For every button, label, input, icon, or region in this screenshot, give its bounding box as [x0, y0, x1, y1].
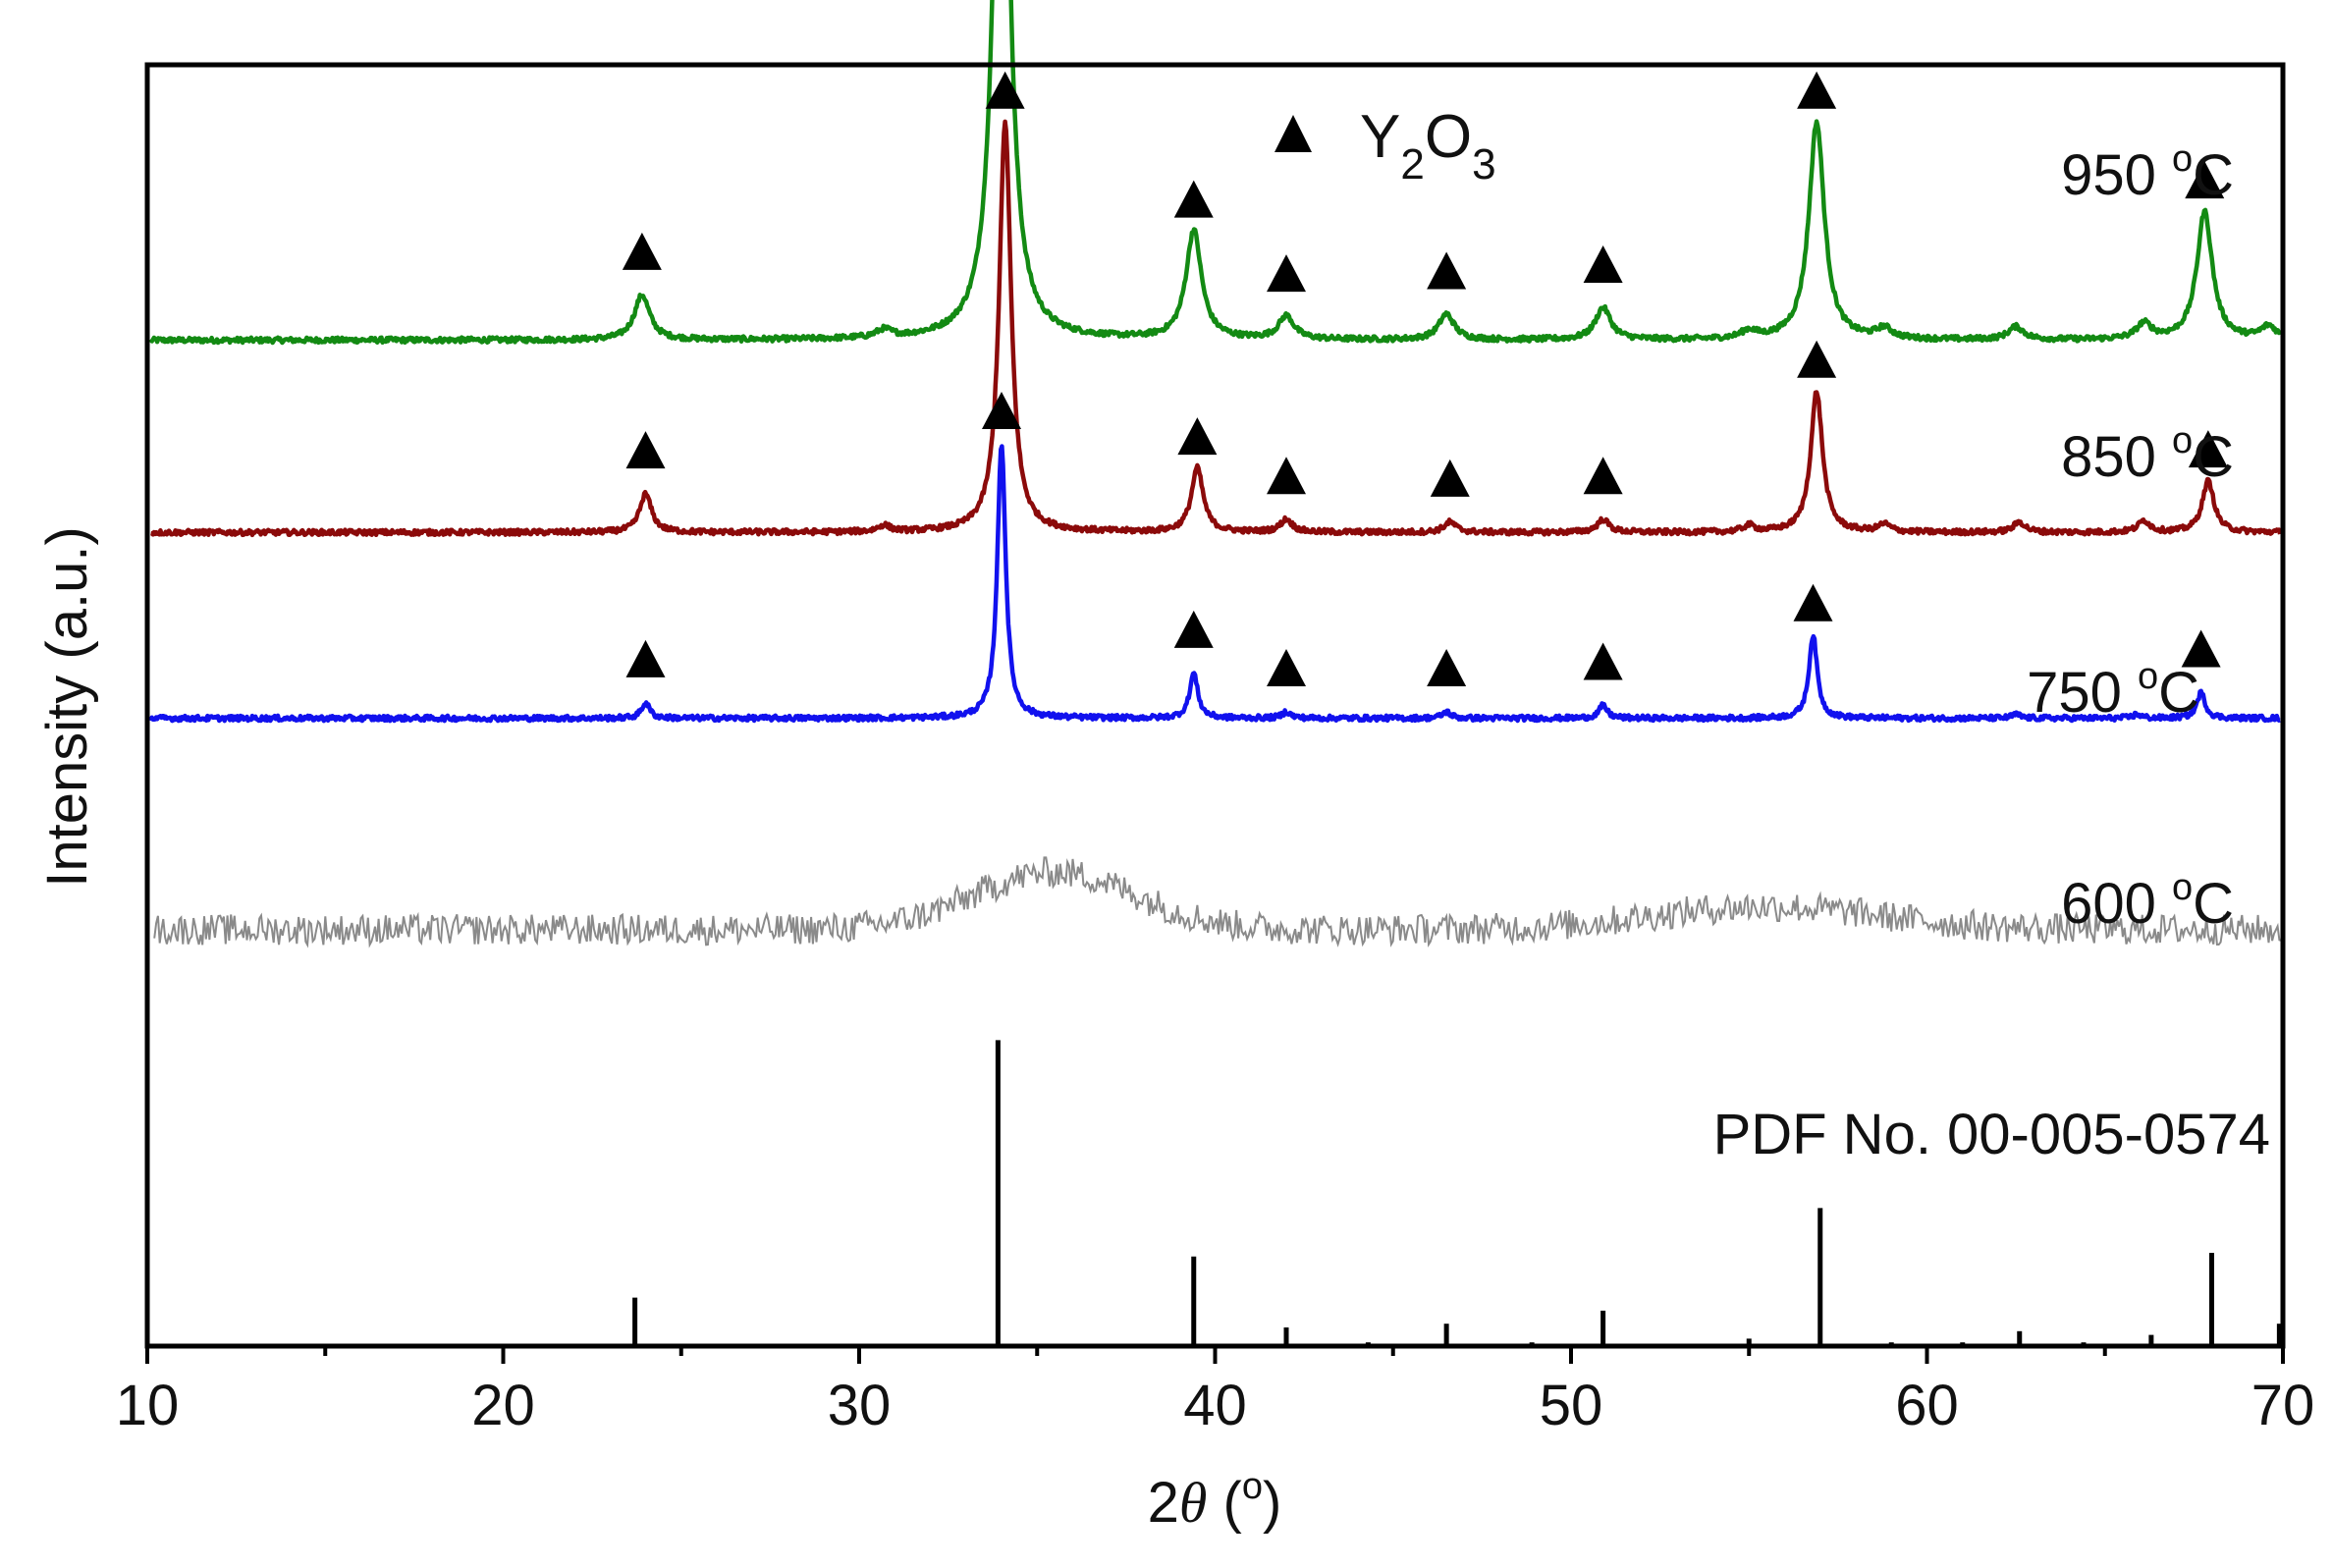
x-tick-label-20: 20 — [471, 1374, 535, 1437]
y-axis-label: Intensity (a.u.) — [35, 526, 99, 887]
x-tick-label-60: 60 — [1895, 1374, 1959, 1437]
peak-marker-0-7 — [2185, 161, 2225, 199]
peak-marker-1-7 — [2188, 430, 2228, 468]
peak-markers-group — [622, 71, 2228, 687]
peak-marker-2-0 — [625, 639, 666, 677]
x-tick-label-50: 50 — [1540, 1374, 1603, 1437]
peak-marker-1-4 — [1430, 459, 1470, 497]
x-tick-label-30: 30 — [828, 1374, 892, 1437]
series-line-3 — [153, 856, 2282, 948]
series-label-850: 850 oC — [2061, 420, 2234, 489]
peak-marker-2-3 — [1267, 649, 1306, 687]
series-label-750: 750 oC — [2027, 656, 2199, 725]
x-axis-label: 2θ (o) — [1148, 1466, 1282, 1535]
series-label-950: 950 oC — [2061, 138, 2234, 207]
x-tick-label-70: 70 — [2251, 1374, 2315, 1437]
peak-marker-1-6 — [1797, 340, 1837, 378]
legend-triangle-marker — [1274, 115, 1312, 152]
series-label-600: 600 oC — [2061, 867, 2234, 936]
peak-marker-0-4 — [1427, 251, 1467, 290]
peak-marker-2-2 — [1173, 610, 1214, 648]
peak-marker-2-7 — [2181, 629, 2221, 668]
peak-marker-1-1 — [985, 71, 1025, 109]
peak-marker-0-5 — [1583, 244, 1623, 283]
legend-label: Y2O3 — [1360, 103, 1496, 189]
series-group — [148, 0, 2283, 948]
peak-marker-2-4 — [1427, 649, 1467, 687]
peak-marker-0-2 — [1173, 180, 1214, 218]
peak-marker-0-0 — [622, 232, 662, 270]
series-line-0 — [148, 0, 2282, 346]
peak-marker-1-2 — [1177, 417, 1218, 456]
peak-marker-1-3 — [1267, 457, 1306, 495]
x-tick-label-40: 40 — [1183, 1374, 1247, 1437]
legend: Y2O3 — [1274, 103, 1496, 189]
series-line-1 — [149, 119, 2283, 538]
reference-group — [632, 1040, 2282, 1346]
peak-marker-2-6 — [1793, 583, 1833, 622]
reference-label: PDF No. 00-005-0574 — [1713, 1103, 2270, 1166]
peak-marker-2-1 — [982, 391, 1021, 429]
peak-marker-1-0 — [625, 431, 666, 469]
peak-marker-1-5 — [1583, 457, 1623, 495]
x-tick-label-10: 10 — [116, 1374, 180, 1437]
peak-marker-0-3 — [1267, 254, 1306, 293]
series-line-2 — [148, 444, 2282, 724]
peak-marker-0-6 — [1797, 71, 1837, 109]
x-axis-ticks: 10 20 30 40 50 60 70 — [116, 1346, 2315, 1437]
peak-marker-2-5 — [1583, 642, 1623, 680]
